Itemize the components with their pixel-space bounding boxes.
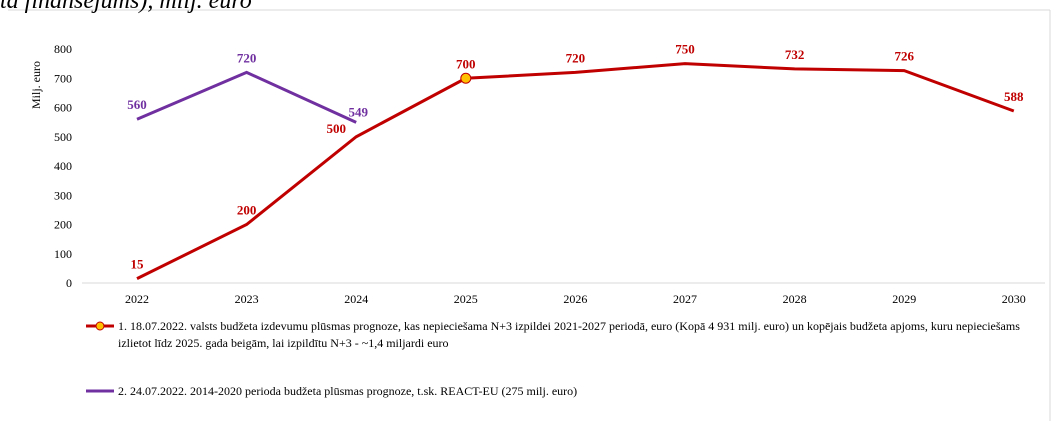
data-label: 732 — [785, 47, 805, 62]
y-axis-label: Milj. euro — [29, 61, 43, 109]
marker — [460, 72, 472, 84]
chart-title: ta finansējums), milj. euro — [0, 0, 252, 14]
line — [136, 70, 357, 124]
y-tick-label: 100 — [54, 247, 72, 261]
x-tick-label: 2028 — [783, 292, 807, 306]
legend-marker — [95, 321, 105, 331]
data-label: 720 — [237, 50, 257, 65]
x-tick-label: 2027 — [673, 292, 697, 306]
x-tick-label: 2029 — [892, 292, 916, 306]
y-tick-label: 300 — [54, 188, 72, 202]
y-tick-label: 400 — [54, 159, 72, 173]
y-tick-label: 200 — [54, 218, 72, 232]
data-label: 200 — [237, 203, 257, 218]
data-label: 560 — [127, 97, 147, 112]
x-tick-label: 2024 — [344, 292, 368, 306]
data-label: 726 — [894, 49, 914, 64]
y-tick-label: 600 — [54, 101, 72, 115]
x-tick-label: 2023 — [235, 292, 259, 306]
data-label: 588 — [1004, 89, 1024, 104]
data-label: 700 — [456, 56, 476, 71]
data-label: 500 — [326, 121, 346, 136]
y-tick-label: 800 — [54, 42, 72, 56]
data-label: 750 — [675, 42, 695, 57]
legend-label: 2. 24.07.2022. 2014-2020 perioda budžeta… — [118, 384, 578, 398]
x-tick-label: 2025 — [454, 292, 478, 306]
y-tick-label: 500 — [54, 130, 72, 144]
y-tick-label: 700 — [54, 71, 72, 85]
legend-label: 1. 18.07.2022. valsts budžeta izdevumu p… — [118, 319, 1020, 350]
data-label: 15 — [131, 257, 145, 272]
line — [136, 62, 1015, 280]
x-tick-label: 2030 — [1002, 292, 1026, 306]
data-label: 720 — [566, 50, 586, 65]
x-tick-label: 2022 — [125, 292, 149, 306]
x-tick-label: 2026 — [563, 292, 587, 306]
data-label: 549 — [348, 104, 368, 119]
y-tick-label: 0 — [66, 276, 72, 290]
